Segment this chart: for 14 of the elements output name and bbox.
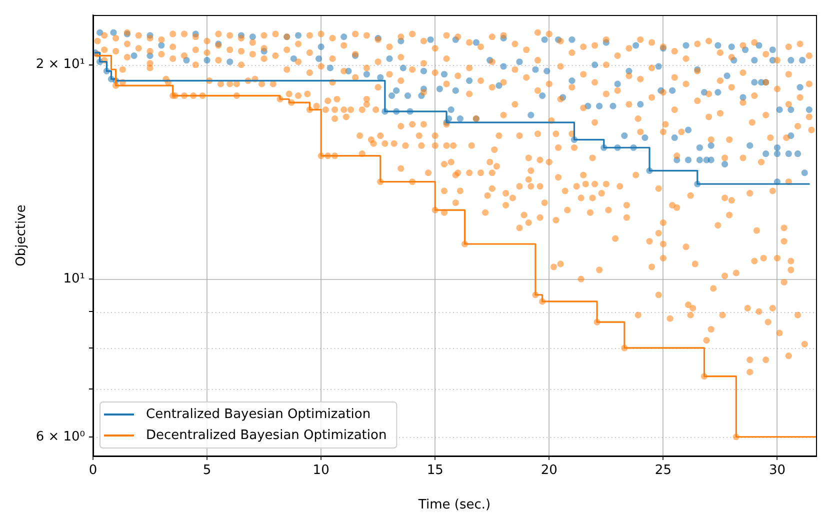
y-tick-label: 6 × 10⁰ xyxy=(36,429,85,444)
x-tick-label: 30 xyxy=(768,463,786,478)
x-tick-label: 15 xyxy=(426,463,444,478)
x-tick-label: 5 xyxy=(202,463,212,478)
x-axis-title: Time (sec.) xyxy=(417,498,491,513)
x-tick-label: 10 xyxy=(312,463,330,478)
legend-label: Decentralized Bayesian Optimization xyxy=(146,428,387,443)
y-tick-label: 2 × 10¹ xyxy=(36,57,85,72)
x-tick-label: 25 xyxy=(654,463,672,478)
y-axis-title: Objective xyxy=(14,204,30,266)
x-tick-label: 0 xyxy=(88,463,98,478)
y-tick-label: 10¹ xyxy=(63,271,85,286)
legend-label: Centralized Bayesian Optimization xyxy=(146,406,371,422)
x-tick-label: 20 xyxy=(540,463,558,478)
